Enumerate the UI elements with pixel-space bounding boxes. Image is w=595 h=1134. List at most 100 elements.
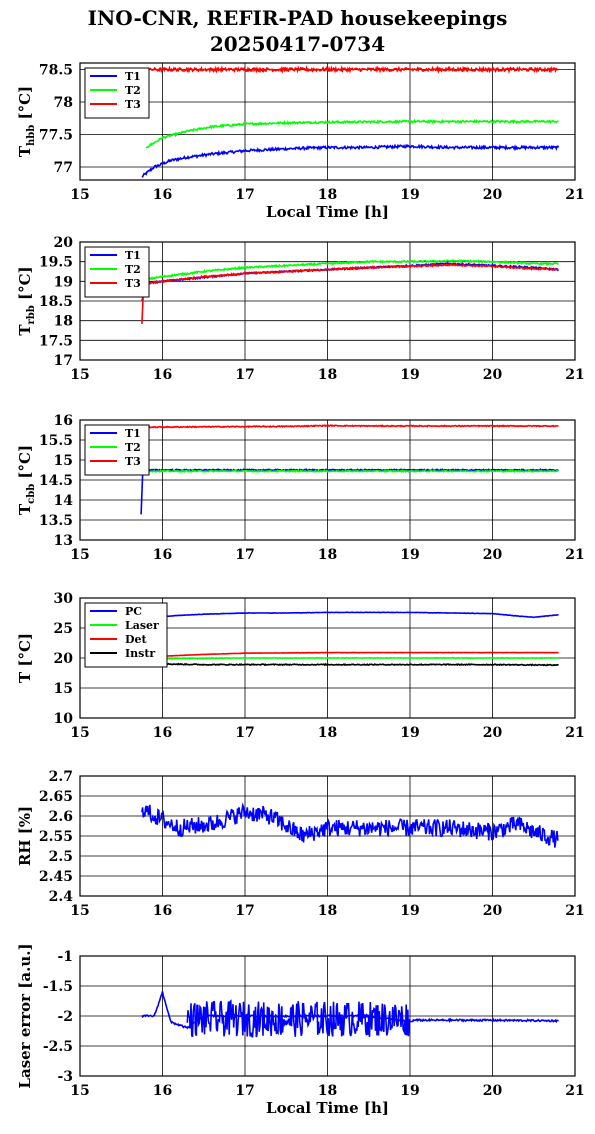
- x-tick-label: 17: [235, 903, 254, 919]
- x-tick-label: 19: [400, 367, 419, 383]
- x-tick-label: 17: [235, 725, 254, 741]
- y-tick-label: 78.5: [39, 63, 73, 79]
- legend-entry: T1: [125, 427, 141, 440]
- chart-panel-2: 17 17.5 18 18.5 19 19.5 20 15 16 17 18 19 20 21 Trbb […: [16, 235, 585, 383]
- x-tick-label: 18: [318, 187, 337, 203]
- chart-title-line-1: INO-CNR, REFIR-PAD housekeepings: [87, 6, 508, 30]
- chart-title-line-2: 20250417-0734: [209, 32, 386, 56]
- y-tick-label: 13.5: [39, 513, 73, 529]
- x-tick-label: 17: [235, 367, 254, 383]
- legend-entry: T1: [125, 249, 141, 262]
- chart-panel-6: -3 -2.5 -2 -1.5 -1 15 16 17 18 19 20 21 Local Time […: [16, 943, 585, 1117]
- x-tick-label: 21: [565, 367, 584, 383]
- legend-entry: T2: [125, 84, 141, 97]
- series-line-1: [141, 802, 559, 848]
- y-axis-label-main: T: [16, 324, 34, 336]
- x-tick-label: 20: [483, 903, 503, 919]
- x-tick-label: 15: [70, 725, 89, 741]
- x-tick-label: 15: [70, 187, 89, 203]
- y-axis-label-subscript: rbb: [26, 305, 37, 324]
- x-tick-label: 16: [153, 367, 172, 383]
- x-tick-label: 18: [318, 547, 337, 563]
- y-tick-label: 10: [54, 711, 74, 727]
- y-axis-label: Trbb [°C]: [16, 266, 37, 335]
- y-tick-label: 2.6: [49, 809, 73, 825]
- series-line-laser: [162, 656, 559, 660]
- x-tick-label: 21: [565, 547, 584, 563]
- y-axis-label-main: T: [16, 503, 34, 515]
- y-tick-label: 2.55: [39, 829, 73, 845]
- x-tick-label: 18: [318, 725, 337, 741]
- series-line-instr: [162, 662, 559, 667]
- y-tick-label: 18.5: [39, 294, 73, 310]
- x-tick-label: 19: [400, 903, 419, 919]
- x-tick-label: 16: [153, 187, 172, 203]
- x-tick-label: 21: [565, 1083, 584, 1099]
- y-axis-label-unit: [°C]: [16, 445, 34, 484]
- series-line-t3: [141, 262, 559, 324]
- x-tick-label: 21: [565, 187, 584, 203]
- y-tick-label: 15: [54, 681, 73, 697]
- y-tick-label: -1.5: [43, 979, 73, 995]
- y-axis-label-main: RH [%]: [16, 806, 34, 866]
- y-tick-label: 2.7: [49, 769, 73, 785]
- legend-entry: T3: [125, 98, 141, 111]
- y-tick-label: 15: [54, 453, 73, 469]
- y-axis-label-unit: [°C]: [16, 633, 34, 672]
- y-axis-label: RH [%]: [16, 806, 34, 866]
- plot-frame: [79, 62, 576, 181]
- y-tick-label: 20: [54, 651, 74, 667]
- legend-entry: Laser: [125, 619, 159, 632]
- x-tick-label: 19: [400, 1083, 419, 1099]
- y-axis-label-main: T: [16, 145, 34, 157]
- y-tick-label: 2.45: [39, 869, 73, 885]
- x-tick-label: 21: [565, 725, 584, 741]
- x-tick-label: 15: [70, 1083, 89, 1099]
- plot-frame: [79, 241, 576, 361]
- x-tick-label: 16: [153, 725, 172, 741]
- y-tick-label: 19.5: [39, 255, 73, 271]
- y-axis-label-main: T: [16, 671, 34, 683]
- series-line-t1: [141, 143, 560, 178]
- legend-entry: T1: [125, 70, 141, 83]
- chart-panel-5: 2.4 2.45 2.5 2.55 2.6 2.65 2.7 15 16 17 18 19 20 21 RH…: [16, 769, 585, 919]
- y-tick-label: 2.5: [49, 849, 73, 865]
- y-tick-label: 18: [54, 314, 73, 330]
- y-tick-label: 30: [54, 591, 74, 607]
- x-axis-label: Local Time [h]: [266, 1099, 389, 1117]
- x-tick-label: 20: [483, 725, 503, 741]
- x-tick-label: 15: [70, 547, 89, 563]
- y-tick-label: 25: [54, 621, 73, 637]
- x-tick-label: 18: [318, 903, 337, 919]
- series-line-pc: [154, 611, 559, 619]
- y-axis-label-unit: [°C]: [16, 86, 34, 125]
- y-tick-label: 19: [54, 274, 73, 290]
- x-tick-label: 20: [483, 187, 503, 203]
- plot-frame: [79, 955, 576, 1077]
- x-tick-label: 15: [70, 903, 89, 919]
- y-tick-label: 14: [54, 493, 74, 509]
- x-tick-label: 18: [318, 367, 337, 383]
- x-tick-label: 21: [565, 903, 584, 919]
- y-tick-label: -2: [57, 1009, 73, 1025]
- y-tick-label: -3: [57, 1069, 73, 1085]
- y-tick-label: -2.5: [43, 1039, 73, 1055]
- y-tick-label: 2.4: [49, 889, 74, 905]
- y-axis-label-main: Laser error [a.u.]: [16, 943, 34, 1088]
- chart-panel-3: 13 13.5 14 14.5 15 15.5 16 15 16 17 18 19 20 21 Tcbb […: [16, 413, 585, 563]
- x-tick-label: 16: [153, 547, 172, 563]
- x-tick-label: 17: [235, 547, 254, 563]
- x-tick-label: 18: [318, 1083, 337, 1099]
- x-tick-label: 19: [400, 187, 419, 203]
- series-line-t3: [145, 424, 559, 429]
- y-axis-label: Thbb [°C]: [16, 86, 37, 157]
- x-tick-label: 16: [153, 1083, 172, 1099]
- y-axis-label-subscript: hbb: [26, 125, 37, 146]
- plot-frame: [79, 419, 576, 541]
- x-axis-label: Local Time [h]: [266, 203, 389, 221]
- series-line-t3: [149, 64, 559, 74]
